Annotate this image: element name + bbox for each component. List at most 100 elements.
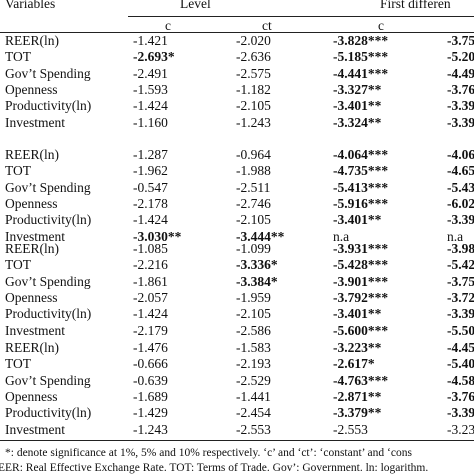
footnote: *: denote significance at 1%, 5% and 10%…: [5, 447, 412, 459]
cell: -3.379**: [333, 405, 382, 421]
cell: -1.085: [133, 241, 168, 256]
cell: -2.693*: [133, 49, 175, 65]
cell: -1.160: [133, 114, 168, 130]
cell: -1.429: [133, 405, 168, 421]
cell: -1.243: [236, 114, 271, 130]
cell: -4.06: [447, 147, 474, 162]
cell: -2.871**: [333, 388, 382, 404]
cell: n.a: [333, 228, 350, 244]
cell: -3.39: [447, 212, 474, 228]
cell: n.a: [447, 228, 464, 244]
row-label: TOT: [5, 163, 31, 179]
row-label: Openness: [5, 289, 58, 305]
cell: -5.600***: [333, 322, 389, 338]
row-label: REER(ln): [5, 241, 59, 256]
rule: [128, 16, 474, 17]
row-label: Gov’t Spending: [5, 179, 91, 195]
cell: -1.182: [236, 81, 271, 97]
cell: -2.105: [236, 306, 271, 322]
row-label: Investment: [5, 421, 65, 437]
row-label: Openness: [5, 388, 58, 404]
cell: -4.45: [447, 340, 474, 355]
cell: -5.185***: [333, 49, 389, 65]
cell: -3.76: [447, 81, 474, 97]
row-label: Productivity(ln): [5, 405, 92, 421]
cell: -2.586: [236, 322, 271, 338]
cell: -1.593: [133, 81, 168, 97]
cell: -2.178: [133, 195, 168, 211]
cell: -1.099: [236, 241, 271, 256]
row-label: REER(ln): [5, 340, 59, 355]
cell: -3.901***: [333, 273, 389, 289]
row-label: Productivity(ln): [5, 306, 92, 322]
cell: -2.193: [236, 356, 271, 372]
row-label: Investment: [5, 114, 65, 130]
cell: -5.43: [447, 179, 474, 195]
cell: -3.223**: [333, 340, 382, 355]
cell: -2.553: [333, 421, 368, 437]
cell: -3.39: [447, 98, 474, 114]
cell: -1.421: [133, 33, 168, 48]
cell: -2.575: [236, 65, 271, 81]
cell: -1.424: [133, 98, 168, 114]
cell: -1.962: [133, 163, 168, 179]
row-label: TOT: [5, 257, 31, 273]
cell: -5.20: [447, 49, 474, 65]
row-label: Gov’t Spending: [5, 273, 91, 289]
cell: -3.39: [447, 306, 474, 322]
cell: -2.216: [133, 257, 168, 273]
row-label: REER(ln): [5, 33, 59, 48]
cell: -2.529: [236, 372, 271, 388]
header-level: Level: [180, 0, 211, 11]
cell: -4.58: [447, 372, 474, 388]
cell: -2.553: [236, 421, 271, 437]
cell: -0.964: [236, 147, 271, 162]
cell: -1.988: [236, 163, 271, 179]
cell: -4.65: [447, 163, 474, 179]
footnote: EER: Real Effective Exchange Rate. TOT: …: [0, 462, 429, 474]
row-label: Gov’t Spending: [5, 65, 91, 81]
cell: -3.75: [447, 273, 474, 289]
cell: -3.444**: [236, 228, 285, 244]
row-label: Productivity(ln): [5, 212, 92, 228]
subheader: c: [165, 18, 171, 33]
row-label: Productivity(ln): [5, 98, 92, 114]
cell: -1.287: [133, 147, 168, 162]
cell: -2.636: [236, 49, 271, 65]
cell: -2.454: [236, 405, 271, 421]
cell: -4.441***: [333, 65, 389, 81]
cell: -3.39: [447, 114, 474, 130]
cell: -4.064***: [333, 147, 389, 162]
cell: -3.23: [447, 421, 474, 437]
cell: -3.828***: [333, 33, 389, 48]
cell: -5.50: [447, 322, 474, 338]
cell: -4.763***: [333, 372, 389, 388]
cell: -5.40: [447, 356, 474, 372]
cell: -2.057: [133, 289, 168, 305]
rule: [0, 440, 474, 441]
cell: -2.179: [133, 322, 168, 338]
row-label: Investment: [5, 228, 65, 244]
cell: -0.639: [133, 372, 168, 388]
cell: -3.72: [447, 289, 474, 305]
cell: -2.020: [236, 33, 271, 48]
rule: [0, 32, 474, 33]
cell: -2.491: [133, 65, 168, 81]
cell: -3.792***: [333, 289, 389, 305]
header-variables: Variables: [5, 0, 56, 11]
cell: -1.959: [236, 289, 271, 305]
row-label: Openness: [5, 81, 58, 97]
cell: -3.98: [447, 241, 474, 256]
row-label: Openness: [5, 195, 58, 211]
row-label: Gov’t Spending: [5, 372, 91, 388]
cell: -3.401**: [333, 98, 382, 114]
row-label: TOT: [5, 49, 31, 65]
cell: -3.401**: [333, 212, 382, 228]
cell: -5.916***: [333, 195, 389, 211]
cell: -1.476: [133, 340, 168, 355]
cell: -3.030**: [133, 228, 182, 244]
cell: -3.39: [447, 405, 474, 421]
cell: -1.424: [133, 212, 168, 228]
cell: -3.324**: [333, 114, 382, 130]
